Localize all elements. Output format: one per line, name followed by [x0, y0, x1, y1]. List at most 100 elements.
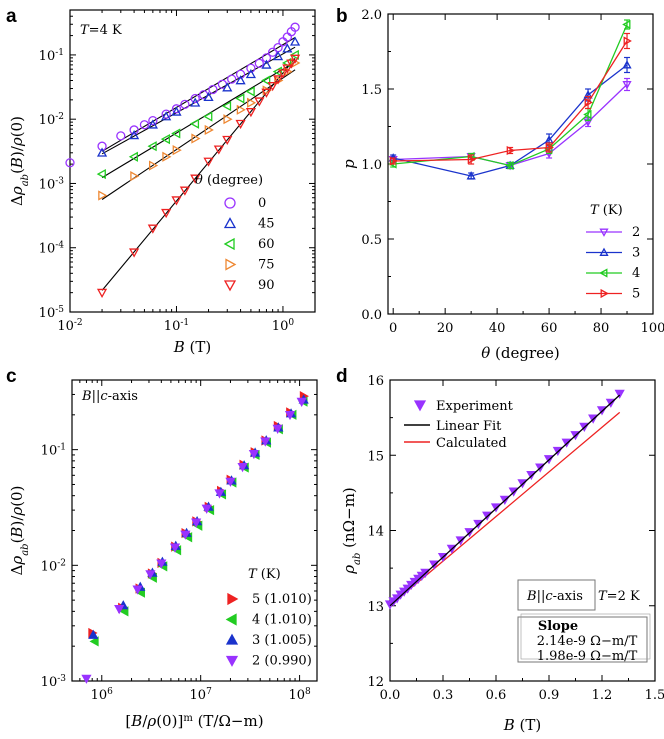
panel-d-slope-fit: 2.14e-9 Ω−m/T — [537, 634, 638, 649]
panel-b-legend-marker — [599, 228, 609, 237]
panel-a-point-0 — [254, 58, 264, 68]
panel-a-point-0 — [129, 125, 139, 135]
panel-a-point-45 — [203, 91, 214, 102]
panel-a-point-60 — [128, 151, 138, 162]
panel-a-ytick-label: 10-3 — [39, 176, 65, 192]
panel-d-xtick-label: 0.3 — [433, 688, 454, 703]
panel-d-legend-label-experiment: Experiment — [436, 399, 514, 414]
panel-c-point-2 (0.990) — [214, 489, 225, 499]
panel-b-point-2 — [622, 81, 632, 90]
panel-a-ytick-label: 10-1 — [39, 48, 64, 64]
panel-a-point-75 — [172, 145, 182, 156]
panel-a-point-90 — [235, 119, 246, 130]
panel-a-point-90 — [203, 157, 214, 167]
panel-b-xlabel: θ (degree) — [481, 344, 560, 362]
panel-c-point-2 (0.990) — [132, 585, 143, 595]
panel-label-b: b — [336, 6, 348, 27]
panel-a-point-45 — [171, 106, 182, 116]
panel-a-point-60 — [160, 133, 171, 145]
panel-a-point-75 — [98, 190, 108, 201]
panel-d-annotation-box — [517, 579, 596, 611]
panel-d-slope-box-shadow — [520, 613, 651, 660]
panel-a-point-90 — [245, 108, 257, 118]
panel-c-point-2 (0.990) — [145, 570, 156, 580]
panel-c-legend-marker — [225, 655, 239, 667]
panel-a-point-90 — [171, 196, 182, 206]
panel-c-point-4 (1.010) — [89, 636, 99, 647]
panel-d-slope-title: Slope — [538, 619, 578, 634]
panel-c-point-2 (0.990) — [201, 504, 212, 514]
panel-a-point-75 — [223, 114, 233, 125]
panel-c-point-2 (0.990) — [180, 530, 191, 540]
panel-c-ytick-label: 10-2 — [41, 558, 66, 574]
panel-a-point-45 — [245, 68, 257, 79]
panel-a-xtick-label: 100 — [272, 318, 295, 334]
panel-b-xtick-label: 0 — [389, 321, 397, 336]
panel-a-point-60 — [147, 141, 157, 152]
panel-a-legend-marker — [225, 258, 237, 271]
panel-a-legend-label: 0 — [258, 196, 266, 211]
panel-a-point-0 — [190, 93, 200, 104]
panel-d-xlabel: B (T) — [503, 716, 542, 734]
panel-a-point-45 — [282, 43, 293, 53]
panel-d-xtick-label: 1.2 — [592, 688, 613, 703]
panel-a-point-0 — [290, 22, 300, 32]
panel-b-point-5 — [584, 97, 593, 108]
panel-a-point-60 — [235, 93, 245, 104]
panel-b-xtick-label: 20 — [437, 321, 454, 336]
panel-c-legend-label: 3 (1.005) — [252, 633, 312, 648]
panel-a-point-90 — [128, 248, 140, 258]
panel-b-legend-title: T (K) — [590, 203, 623, 218]
panel-a-point-45 — [222, 82, 233, 92]
panel-b-line-2 — [393, 84, 628, 167]
panel-a-legend-marker — [223, 280, 237, 292]
panel-b-xtick-label: 100 — [641, 321, 664, 336]
panel-a-ytick-label: 10-4 — [39, 241, 65, 257]
panel-c-point-2 (0.990) — [169, 543, 181, 553]
panel-b-point-4 — [583, 109, 592, 120]
panel-b-xtick-label: 60 — [541, 321, 558, 336]
panel-a-point-60 — [171, 128, 181, 139]
panel-d-ytick-label: 14 — [367, 525, 384, 540]
panel-b-line-3 — [393, 64, 628, 177]
panel-a-point-75 — [162, 151, 172, 162]
panel-a-xlabel: B (T) — [173, 338, 212, 356]
panel-c-legend-label: 4 (1.010) — [252, 613, 312, 628]
panel-d-ytick-label: 16 — [367, 374, 384, 389]
panel-a-xtick-label: 10-1 — [164, 318, 189, 334]
panel-a-point-75 — [191, 133, 201, 144]
panel-a-ylabel: Δρab(B)/ρ(0) — [8, 116, 31, 206]
panel-b-legend-marker — [600, 288, 609, 299]
panel-b-point-3 — [622, 60, 632, 69]
panel-a-legend-marker — [223, 237, 235, 251]
panel-b-ytick-label: 2.0 — [361, 8, 382, 23]
panel-a-point-90 — [96, 288, 108, 298]
panel-c-point-2 (0.990) — [81, 674, 92, 684]
panel-d-annotation-temp: T=2 K — [598, 589, 640, 604]
panel-c-ytick-label: 10-3 — [41, 674, 67, 690]
panel-b-ytick-label: 1.5 — [361, 83, 382, 98]
panel-a-fit-line — [101, 58, 296, 291]
panel-b-point-5 — [467, 154, 476, 165]
panel-b-point-5 — [545, 142, 554, 153]
panel-a-point-45 — [161, 111, 172, 121]
panel-a-point-0 — [171, 104, 182, 114]
panel-b-ylabel: p — [340, 159, 358, 169]
panel-a-point-90 — [213, 145, 224, 155]
panel-c-point-4 (1.010) — [119, 606, 129, 617]
panel-c-annotation: B||c-axis — [81, 389, 138, 404]
panel-b-point-4 — [505, 160, 514, 171]
panel-a-point-90 — [254, 97, 265, 107]
panel-a-point-90 — [222, 135, 233, 146]
panel-a-point-0 — [282, 32, 293, 42]
panel-a-point-45 — [272, 51, 284, 61]
panel-d-point-experiment — [614, 389, 625, 399]
panel-a-point-90 — [282, 64, 293, 74]
panel-d: 0.0 0.3 0.6 0.9 1.2 1.5 12 13 14 15 16 Experiment Li… — [340, 374, 664, 734]
panel-a-point-0 — [139, 120, 150, 130]
panel-c-xlabel: [B/ρ(0)]m (T/Ω−m) — [125, 712, 263, 730]
panel-a-point-60 — [221, 100, 232, 112]
panel-c-point-2 (0.990) — [114, 605, 125, 615]
panel-a-point-45 — [147, 119, 158, 129]
